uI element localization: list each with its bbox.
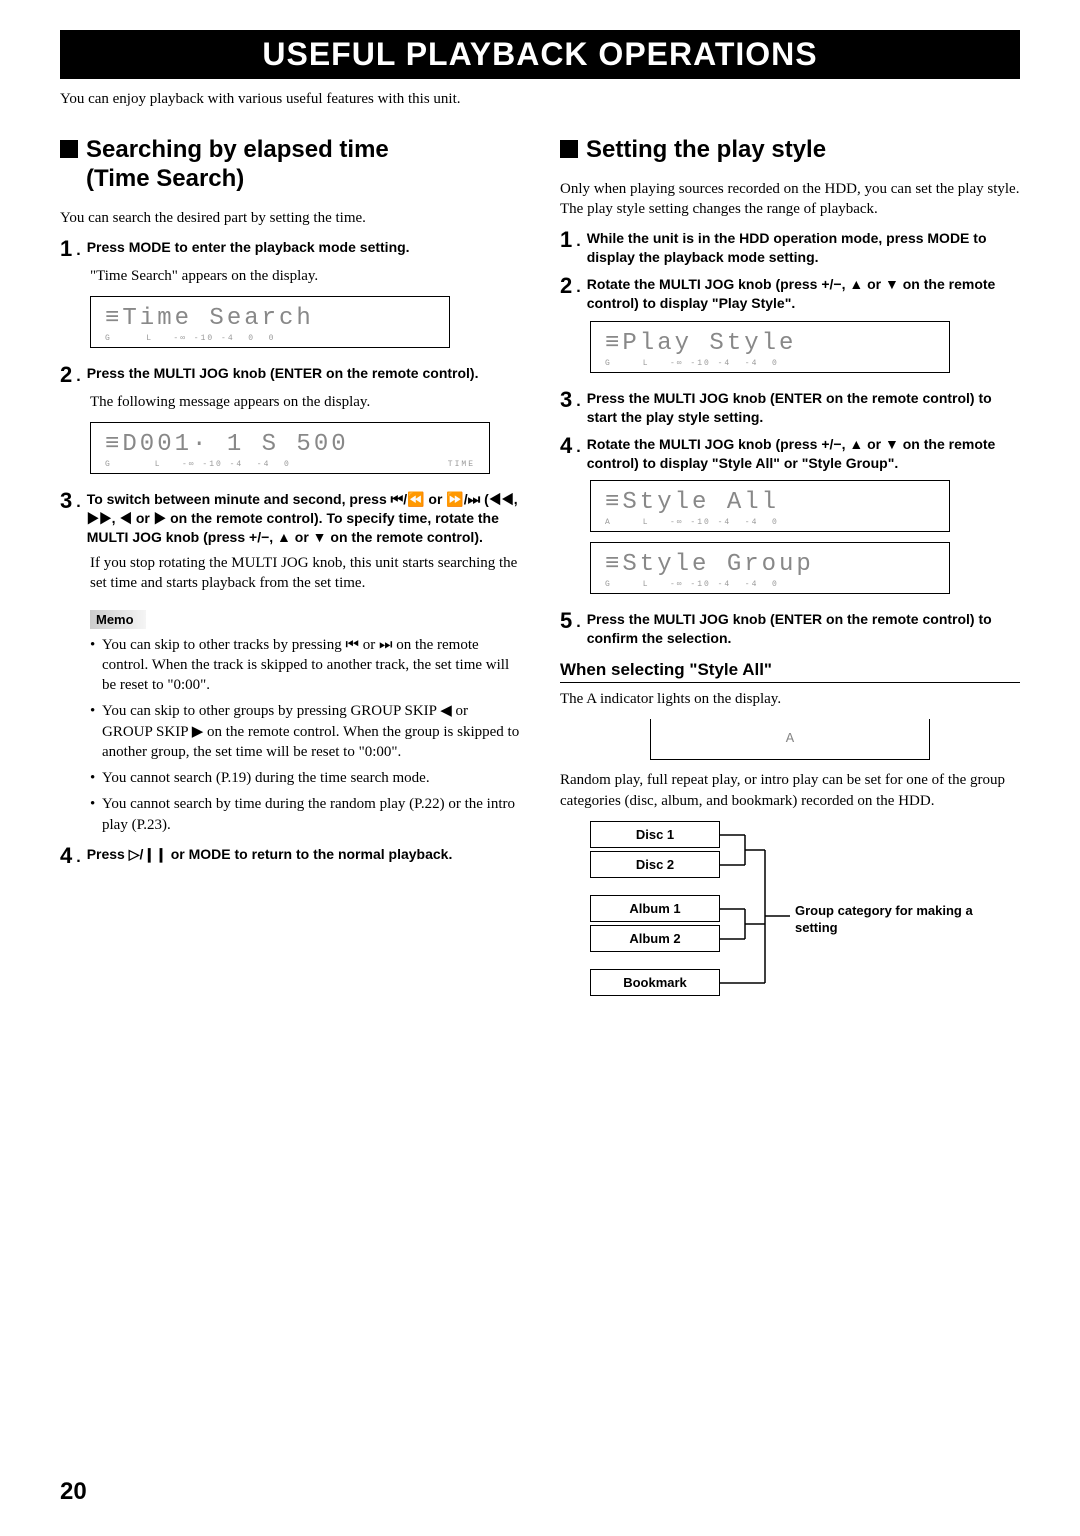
lcd-play-style: ≡Play Style G L -∞ -10 -4 -4 0 xyxy=(590,321,950,373)
square-bullet-icon xyxy=(60,140,78,158)
left-step-1: 1. Press MODE to enter the playback mode… xyxy=(60,238,520,260)
r-lcd3-g: G xyxy=(605,580,612,589)
memo-list: You can skip to other tracks by pressing… xyxy=(90,635,520,835)
r-lcd1-main: ≡Play Style xyxy=(605,330,935,357)
right-body1: Only when playing sources recorded on th… xyxy=(560,179,1020,220)
lcd2-meter: L -∞ -10 -4 -4 0 xyxy=(112,460,334,469)
diagram-box-disc1: Disc 1 xyxy=(590,821,720,848)
lcd-d001: ≡D001· 1 S 500 G L -∞ -10 -4 -4 0 TIME xyxy=(90,422,490,474)
lcd2-main: ≡D001· 1 S 500 xyxy=(105,431,475,458)
left-step-2: 2. Press the MULTI JOG knob (ENTER on th… xyxy=(60,364,520,386)
left-step3-sub: If you stop rotating the MULTI JOG knob,… xyxy=(90,553,520,594)
step-number: 3 xyxy=(560,389,572,427)
left-step3-text: To switch between minute and second, pre… xyxy=(87,490,520,547)
diagram-box-album2: Album 2 xyxy=(590,925,720,952)
lcd1-main: ≡Time Search xyxy=(105,305,435,332)
left-heading-line1: Searching by elapsed time xyxy=(86,136,389,163)
square-bullet-icon xyxy=(560,140,578,158)
sub-body2: Random play, full repeat play, or intro … xyxy=(560,770,1020,811)
r-lcd1-meter: L -∞ -10 -4 -4 0 xyxy=(612,359,810,368)
lcd-time-search: ≡Time Search G L -∞ -10 -4 0 0 xyxy=(90,296,450,348)
lcd2-g: G xyxy=(105,460,112,469)
right-step-5: 5. Press the MULTI JOG knob (ENTER on th… xyxy=(560,610,1020,648)
right-step5-text: Press the MULTI JOG knob (ENTER on the r… xyxy=(587,610,1020,648)
right-step1-text: While the unit is in the HDD operation m… xyxy=(587,229,1020,267)
diagram-label: Group category for making a setting xyxy=(795,903,1015,937)
lcd1-g: G xyxy=(105,334,112,343)
right-column: Setting the play style Only when playing… xyxy=(560,136,1020,1051)
page-number: 20 xyxy=(60,1478,87,1506)
subhead-style-all: When selecting "Style All" xyxy=(560,660,1020,683)
left-heading-line2: (Time Search) xyxy=(86,165,244,192)
r-lcd2-meter: L -∞ -10 -4 -4 0 xyxy=(612,518,810,527)
memo-label: Memo xyxy=(90,610,146,629)
lcd-style-group: ≡Style Group G L -∞ -10 -4 -4 0 xyxy=(590,542,950,594)
group-category-diagram: Disc 1 Disc 2 Album 1 Album 2 Bookmark G… xyxy=(590,821,1020,1051)
left-heading: Searching by elapsed time (Time Search) xyxy=(60,136,520,194)
right-step-2: 2. Rotate the MULTI JOG knob (press +/−,… xyxy=(560,275,1020,313)
left-column: Searching by elapsed time (Time Search) … xyxy=(60,136,520,1051)
right-step2-text: Rotate the MULTI JOG knob (press +/−, ▲ … xyxy=(587,275,1020,313)
step-number: 4 xyxy=(560,435,572,473)
lcd-style-all: ≡Style All A L -∞ -10 -4 -4 0 xyxy=(590,480,950,532)
memo-item: You cannot search (P.19) during the time… xyxy=(90,768,520,788)
page-title-bar: USEFUL PLAYBACK OPERATIONS xyxy=(60,30,1020,79)
right-heading-text: Setting the play style xyxy=(586,136,826,163)
intro-text: You can enjoy playback with various usef… xyxy=(60,91,1020,108)
memo-item: You can skip to other groups by pressing… xyxy=(90,701,520,762)
lcd1-meter: L -∞ -10 -4 0 0 xyxy=(112,334,310,343)
r-lcd1-g: G xyxy=(605,359,612,368)
lcd2-time: TIME xyxy=(448,460,475,469)
a-indicator-display: A xyxy=(650,719,930,760)
memo-item: You cannot search by time during the ran… xyxy=(90,794,520,835)
step-number: 1 xyxy=(60,238,72,260)
left-step2-text: Press the MULTI JOG knob (ENTER on the r… xyxy=(87,364,520,386)
step-number: 2 xyxy=(60,364,72,386)
right-step-4: 4. Rotate the MULTI JOG knob (press +/−,… xyxy=(560,435,1020,473)
left-step4-text: Press ▷/❙❙ or MODE to return to the norm… xyxy=(87,845,520,867)
right-heading: Setting the play style xyxy=(560,136,1020,165)
step-number: 4 xyxy=(60,845,72,867)
right-step3-text: Press the MULTI JOG knob (ENTER on the r… xyxy=(587,389,1020,427)
sub-body1: The A indicator lights on the display. xyxy=(560,689,1020,709)
r-lcd3-main: ≡Style Group xyxy=(605,551,935,578)
step-number: 3 xyxy=(60,490,72,547)
step-number: 2 xyxy=(560,275,572,313)
diagram-box-disc2: Disc 2 xyxy=(590,851,720,878)
left-body1: You can search the desired part by setti… xyxy=(60,208,520,228)
left-step1-text: Press MODE to enter the playback mode se… xyxy=(87,238,520,260)
left-step-4: 4. Press ▷/❙❙ or MODE to return to the n… xyxy=(60,845,520,867)
left-step-3: 3. To switch between minute and second, … xyxy=(60,490,520,547)
right-step-1: 1. While the unit is in the HDD operatio… xyxy=(560,229,1020,267)
diagram-box-bookmark: Bookmark xyxy=(590,969,720,996)
left-step1-sub: "Time Search" appears on the display. xyxy=(90,266,520,286)
step-number: 5 xyxy=(560,610,572,648)
memo-item: You can skip to other tracks by pressing… xyxy=(90,635,520,696)
right-step4-text: Rotate the MULTI JOG knob (press +/−, ▲ … xyxy=(587,435,1020,473)
diagram-box-album1: Album 1 xyxy=(590,895,720,922)
r-lcd3-meter: L -∞ -10 -4 -4 0 xyxy=(612,580,810,589)
right-step-3: 3. Press the MULTI JOG knob (ENTER on th… xyxy=(560,389,1020,427)
step-number: 1 xyxy=(560,229,572,267)
left-step2-sub: The following message appears on the dis… xyxy=(90,392,520,412)
r-lcd2-main: ≡Style All xyxy=(605,489,935,516)
r-lcd2-a: A xyxy=(605,518,612,527)
